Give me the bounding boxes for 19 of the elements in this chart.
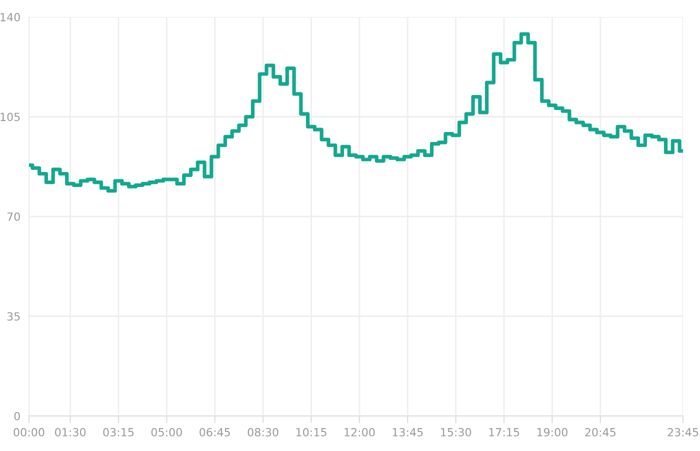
x-tick-label: 10:15 <box>296 428 326 436</box>
x-tick-label: 13:45 <box>392 428 423 436</box>
x-tick-label: 08:30 <box>248 428 278 436</box>
x-tick-label: 12:00 <box>344 428 375 436</box>
x-tick-label: 06:45 <box>200 428 230 436</box>
x-tick-label: 20:45 <box>585 428 616 436</box>
x-tick-label: 01:30 <box>55 428 86 436</box>
y-tick-label: 0 <box>14 412 20 420</box>
x-tick-label: 23:45 <box>668 428 698 436</box>
y-tick-label: 35 <box>7 312 20 321</box>
y-tick-label: 140 <box>0 12 20 22</box>
y-tick-label: 70 <box>7 212 20 221</box>
x-tick-label: 15:30 <box>441 428 472 436</box>
x-tick-label: 17:15 <box>489 428 520 436</box>
x-tick-label: 03:15 <box>103 428 134 436</box>
y-tick-label: 105 <box>0 112 20 122</box>
x-tick-label: 05:00 <box>151 428 182 436</box>
x-tick-label: 00:00 <box>14 428 44 436</box>
x-tick-label: 19:00 <box>537 428 568 436</box>
